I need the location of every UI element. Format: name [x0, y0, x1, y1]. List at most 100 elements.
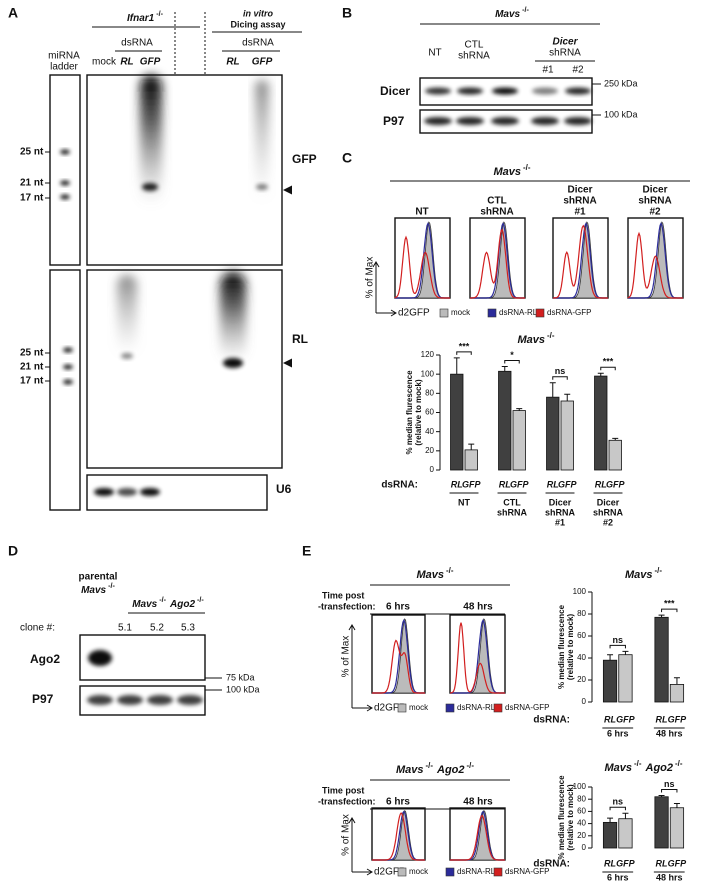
label: Dicer	[642, 185, 667, 196]
label: Time post	[322, 590, 364, 600]
category-label: Dicer	[597, 497, 620, 507]
blot-band	[121, 353, 133, 359]
blot-smear	[117, 275, 137, 355]
significance-bracket	[504, 360, 520, 364]
error-bar	[658, 795, 665, 797]
bar	[450, 373, 464, 471]
category-label: shRNA	[497, 507, 528, 517]
y-tick-label: 120	[421, 350, 435, 359]
blot-frame	[86, 474, 268, 511]
blot-band	[147, 695, 173, 705]
lane-divider	[174, 12, 206, 75]
label: B	[342, 5, 352, 21]
label: clone #:	[20, 623, 55, 634]
gene: Ifnar1	[127, 13, 155, 24]
genotype: Mavs -/- Ago2 -/-	[396, 761, 474, 776]
category-label: Dicer	[549, 497, 572, 507]
label: Time post	[322, 785, 364, 795]
chart-title: Mavs -/-	[518, 331, 555, 346]
bar	[669, 684, 685, 703]
blot-band	[60, 149, 70, 155]
y-tick-label: 80	[425, 388, 434, 397]
legend-swatch	[493, 867, 503, 877]
y-axis-label: % of Max	[341, 636, 352, 678]
gene: Mavs	[132, 599, 157, 610]
label: shRNA	[480, 207, 513, 218]
bar	[654, 796, 669, 849]
legend-swatch	[445, 703, 455, 713]
series-label: RL	[595, 479, 607, 489]
histogram-gfp	[450, 814, 505, 861]
y-tick-label: 40	[577, 819, 586, 828]
category-label: NT	[458, 497, 470, 507]
label: 75 kDa	[226, 672, 255, 682]
axis-arrows	[348, 624, 373, 712]
significance-bracket	[609, 806, 626, 811]
legend-swatch	[439, 308, 449, 318]
bar	[602, 659, 618, 703]
legend-label: mock	[451, 308, 471, 317]
genotype-superscript: -/-	[523, 163, 531, 172]
axis-arrows	[348, 817, 373, 876]
label: 48 hrs	[463, 602, 493, 613]
bar	[546, 396, 560, 471]
legend-label: dsRNA-RL	[457, 703, 496, 712]
label: RL	[226, 57, 239, 68]
category-label: #1	[555, 517, 565, 527]
blot-frame	[49, 74, 81, 266]
label: 48 hrs	[463, 797, 493, 808]
category-label: #2	[603, 517, 613, 527]
error-bar	[612, 437, 619, 441]
y-axis-label: (relative to mock)	[566, 784, 575, 851]
y-tick-label: 100	[573, 782, 587, 791]
series-label: GFP	[616, 714, 635, 724]
label: dsRNA:	[381, 480, 418, 491]
y-axis-label: % median flurescence	[557, 775, 566, 860]
label: dsRNA:	[533, 859, 570, 870]
blot-band	[60, 180, 70, 186]
genotype: Ifnar1 -/-	[127, 9, 164, 24]
label: mock	[92, 57, 117, 68]
significance-bracket	[609, 644, 626, 649]
legend-label: dsRNA-GFP	[505, 703, 549, 712]
error-bar	[622, 650, 629, 655]
blot-band	[425, 87, 451, 95]
label: CTL	[465, 40, 484, 51]
blot-band	[94, 488, 114, 496]
chart-title: Mavs -/-	[625, 566, 662, 581]
blot-smear	[140, 75, 162, 205]
legend-label: dsRNA-RL	[457, 867, 496, 876]
label: 5.1	[118, 623, 132, 634]
category-label: 48 hrs	[656, 872, 683, 882]
category-label: 6 hrs	[607, 872, 629, 882]
genotype-superscript: -/-	[547, 331, 555, 340]
label: 5.2	[150, 623, 164, 634]
label: 6 hrs	[386, 602, 410, 613]
gene: Ago2	[169, 599, 195, 610]
category-label: 6 hrs	[607, 728, 629, 738]
label: 25 nt	[20, 147, 44, 158]
genotype-superscript: -/-	[522, 5, 529, 14]
y-tick-label: 80	[577, 609, 586, 618]
label: 5.3	[181, 623, 195, 634]
error-bar	[658, 614, 665, 618]
blot-frame	[419, 109, 593, 134]
y-axis-label: (relative to mock)	[414, 379, 423, 446]
histogram-gfp	[372, 639, 425, 694]
y-axis-label: % median flurescence	[557, 604, 566, 689]
error-bar	[501, 366, 508, 372]
series-label: RL	[547, 479, 559, 489]
label: Dicer	[552, 37, 578, 48]
category-label: shRNA	[593, 507, 624, 517]
label: #1	[542, 65, 554, 76]
label: dsRNA	[121, 38, 153, 49]
label: d2GFP	[374, 703, 406, 714]
histogram-gfp	[449, 622, 505, 694]
significance-label: ***	[664, 598, 675, 608]
label: D	[8, 543, 18, 559]
label: #2	[649, 207, 661, 218]
label: GFP	[292, 152, 317, 166]
y-tick-label: 60	[577, 807, 586, 816]
label: 6 hrs	[386, 797, 410, 808]
series-label: RL	[656, 858, 668, 868]
